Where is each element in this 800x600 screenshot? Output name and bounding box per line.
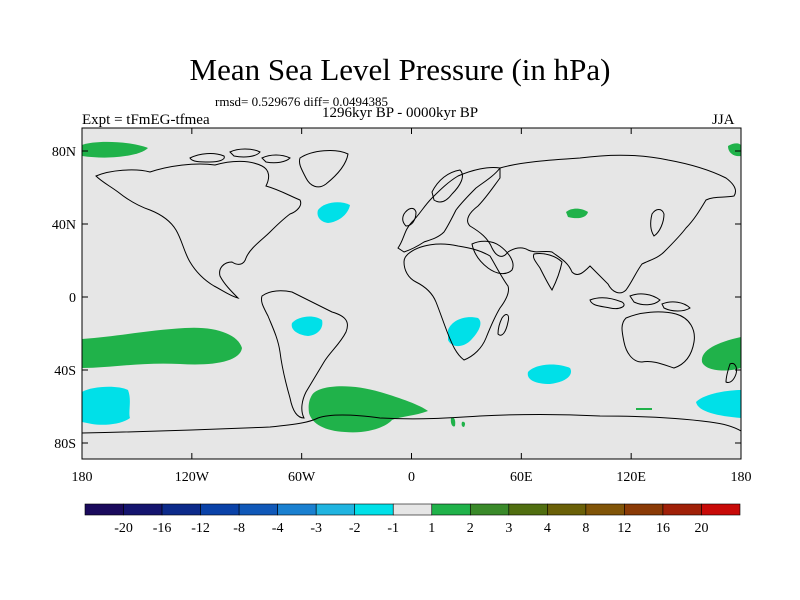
coastline-arabia bbox=[471, 240, 514, 275]
coastline-africa bbox=[403, 243, 509, 361]
colorbar-label: 16 bbox=[656, 521, 670, 536]
colorbar-swatch bbox=[392, 503, 433, 516]
negative-anomaly-north-atlantic bbox=[317, 202, 350, 223]
positive-anomaly-antarctic-small-2 bbox=[461, 421, 466, 427]
y-tick-label: 0 bbox=[69, 291, 76, 306]
colorbar-swatch bbox=[200, 503, 240, 516]
colorbar-swatch bbox=[315, 503, 356, 516]
x-tick-label: 120E bbox=[616, 470, 646, 485]
colorbar-label: -3 bbox=[310, 521, 322, 536]
positive-anomaly-central-asia bbox=[566, 208, 588, 219]
negative-anomaly-south-america bbox=[291, 316, 323, 336]
coastline-greenland bbox=[299, 150, 349, 188]
colorbar-swatch bbox=[277, 503, 317, 516]
colorbar-swatch bbox=[701, 503, 741, 516]
coastline-japan bbox=[650, 209, 665, 237]
coastline-europe bbox=[397, 167, 501, 253]
colorbar-label: -8 bbox=[233, 521, 245, 536]
coastline-south-america bbox=[261, 290, 348, 419]
plot-title: Mean Sea Level Pressure (in hPa) bbox=[189, 52, 611, 87]
colorbar-label: -20 bbox=[114, 521, 133, 536]
positive-anomaly-arctic-east bbox=[728, 143, 741, 157]
colorbar-label: 1 bbox=[428, 521, 435, 536]
colorbar-swatch bbox=[238, 503, 278, 516]
colorbar-label: -1 bbox=[387, 521, 399, 536]
colorbar-label: 20 bbox=[694, 521, 708, 536]
colorbar-swatch bbox=[123, 503, 163, 516]
positive-anomaly-south-pacific-east bbox=[701, 337, 741, 371]
positive-anomaly-antarctic-small bbox=[450, 417, 456, 427]
coastline-australia bbox=[621, 311, 695, 369]
coastline-asia bbox=[467, 154, 737, 294]
coastline-north-america bbox=[95, 160, 302, 299]
colorbar-label: -2 bbox=[349, 521, 361, 536]
colorbar-swatch bbox=[585, 503, 625, 516]
negative-anomaly-indian-ocean bbox=[527, 364, 572, 384]
colorbar-swatch bbox=[431, 503, 471, 516]
positive-anomaly-sliver bbox=[636, 408, 652, 410]
colorbar-swatch bbox=[354, 503, 394, 516]
colorbar-swatch bbox=[469, 503, 510, 516]
coastlines bbox=[82, 148, 741, 434]
coastline-indonesia bbox=[589, 293, 691, 312]
colorbar-swatch bbox=[84, 503, 124, 516]
coastline-new-zealand bbox=[725, 363, 737, 383]
positive-anomaly-north-pacific bbox=[82, 141, 148, 158]
positive-anomaly-south-pacific bbox=[82, 327, 242, 368]
x-tick-label: 120W bbox=[175, 470, 210, 485]
coastline-british-isles bbox=[402, 207, 417, 227]
negative-anomaly-southern-africa bbox=[448, 317, 481, 347]
colorbar-swatch bbox=[624, 503, 664, 516]
anomaly-layer bbox=[82, 141, 741, 433]
coastline-india bbox=[533, 253, 563, 291]
colorbar-label: 4 bbox=[544, 521, 551, 536]
x-tick-label: 0 bbox=[408, 470, 415, 485]
y-tick-label: 80S bbox=[54, 437, 76, 452]
negative-anomaly-southwest-pacific bbox=[82, 386, 130, 425]
x-tick-label: 60W bbox=[288, 470, 316, 485]
colorbar-swatch bbox=[547, 503, 587, 516]
period-subtitle: 1296kyr BP - 0000kyr BP bbox=[322, 105, 479, 121]
colorbar-label: 2 bbox=[467, 521, 474, 536]
y-tick-label: 40S bbox=[54, 364, 76, 379]
y-tick-label: 40N bbox=[52, 218, 76, 233]
colorbar-label: 12 bbox=[617, 521, 631, 536]
experiment-label: Expt = tFmEG-tfmea bbox=[82, 112, 210, 128]
colorbar-label: 3 bbox=[505, 521, 512, 536]
coastline-arctic-islands bbox=[189, 148, 291, 164]
x-tick-label: 60E bbox=[510, 470, 533, 485]
colorbar-swatch bbox=[508, 503, 548, 516]
coastline-scandinavia bbox=[431, 169, 463, 203]
season-label: JJA bbox=[712, 112, 735, 128]
colorbar-swatch bbox=[161, 503, 201, 516]
colorbar-label: -16 bbox=[153, 521, 172, 536]
positive-anomaly-south-atlantic bbox=[308, 386, 428, 433]
coastline-antarctica bbox=[82, 414, 741, 434]
negative-anomaly-southeast-pacific bbox=[696, 390, 741, 418]
y-tick-label: 80N bbox=[52, 145, 76, 160]
x-axis: 180 120W 60W 0 60E 120E 180 bbox=[72, 128, 752, 485]
colorbar-label: -4 bbox=[272, 521, 284, 536]
x-tick-label: 180 bbox=[72, 470, 93, 485]
stats-subtitle: rmsd= 0.529676 diff= 0.0494385 bbox=[215, 94, 388, 109]
y-axis: 80N 40N 0 40S 80S bbox=[52, 145, 741, 452]
colorbar-label: -12 bbox=[191, 521, 210, 536]
colorbar-label: 8 bbox=[582, 521, 589, 536]
colorbar: -20 -16 -12 -8 -4 -3 -2 -1 1 2 3 4 8 12 16 20 bbox=[84, 503, 741, 536]
x-tick-label: 180 bbox=[731, 470, 752, 485]
colorbar-swatch bbox=[662, 503, 702, 516]
coastline-madagascar bbox=[497, 314, 509, 336]
